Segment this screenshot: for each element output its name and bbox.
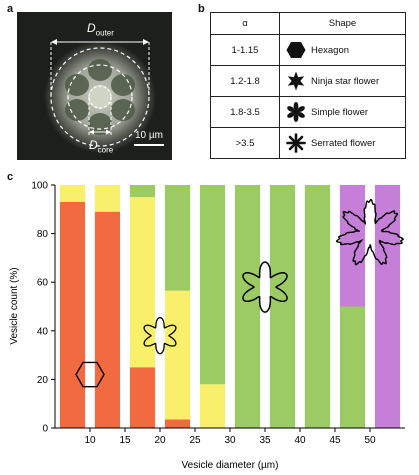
bar-segment-hexagon	[59, 202, 86, 428]
middle-dashed-circle	[67, 64, 133, 130]
y-tick-label: 0	[42, 424, 48, 435]
bar-segment-ninja	[59, 185, 86, 203]
outer-diameter-circle	[50, 47, 150, 147]
header-shape: Shape	[279, 11, 406, 36]
overlay-shapes	[75, 198, 404, 388]
x-tick-label: 10	[84, 435, 96, 446]
chart-axes: 0 20 40 60 80 100 10 15 20 25 30 35 40 45 50	[31, 181, 405, 446]
bar-segment-simple	[339, 306, 366, 428]
ninja-star-flower-icon	[287, 71, 305, 91]
bar-segment-ninja	[129, 197, 156, 368]
table-header-row: α Shape	[210, 11, 406, 36]
bar-segment-hexagon	[94, 211, 121, 428]
y-tick-label: 100	[31, 181, 48, 192]
x-tick-label: 40	[294, 435, 306, 446]
bar-segment-hexagon	[129, 367, 156, 428]
alpha-range: 1.2-1.8	[210, 65, 280, 98]
y-tick-label: 80	[37, 229, 49, 240]
y-tick-label: 40	[37, 326, 49, 337]
panel-label-b: b	[198, 3, 205, 15]
bar-segment-serrated	[374, 185, 401, 428]
header-alpha: α	[210, 11, 280, 36]
scale-bar-label: 10 µm	[135, 130, 163, 141]
y-tick-label: 20	[37, 375, 49, 386]
x-tick-label: 15	[119, 435, 131, 446]
shape-name: Serrated flower	[311, 137, 376, 149]
bar-group	[59, 185, 401, 428]
x-axis-label: Vesicle diameter (µm)	[182, 460, 279, 471]
bar-segment-simple	[234, 185, 261, 428]
outer-diameter-label: Douter	[87, 21, 114, 38]
bar-segment-simple	[199, 185, 226, 385]
table-row: 1.2-1.8 Ninja star flower	[210, 65, 406, 98]
bar-segment-serrated	[339, 185, 366, 307]
alpha-range: 1-1.15	[210, 34, 280, 67]
x-tick-label: 20	[154, 435, 166, 446]
bar-segment-ninja	[164, 290, 191, 420]
shape-name: Hexagon	[311, 44, 350, 56]
x-tick-label: 25	[189, 435, 201, 446]
hexagon-icon	[286, 42, 306, 59]
shape-table: α Shape 1-1.15 Hexagon 1.2-1.8 Ninja sta…	[210, 11, 406, 159]
table-row: >3.5 Serrated flower	[210, 127, 406, 159]
alpha-range: >3.5	[210, 127, 280, 159]
shape-name: Ninja star flower	[311, 75, 380, 87]
table-row: 1.8-3.5 Simple flower	[210, 96, 406, 129]
ninja-star-flower-drawing	[143, 317, 177, 355]
bar-segment-simple	[269, 185, 296, 428]
x-tick-label: 45	[329, 435, 341, 446]
vesicle-core	[88, 85, 112, 109]
panel-label-c: c	[7, 171, 14, 183]
bar-segment-ninja	[199, 384, 226, 428]
bar-segment-hexagon	[164, 419, 191, 428]
panel-label-a: a	[7, 3, 14, 15]
alpha-range: 1.8-3.5	[210, 96, 280, 129]
x-tick-label: 50	[364, 435, 376, 446]
vesicle-micrograph: Douter Dcore 10 µm	[17, 12, 172, 160]
serrated-flower-drawing	[335, 198, 404, 266]
hexagon-shape-drawing	[75, 361, 105, 388]
shape-name: Simple flower	[311, 106, 369, 118]
simple-flower-drawing	[242, 261, 288, 313]
core-diameter-label: Dcore	[89, 138, 114, 155]
x-tick-label: 35	[259, 435, 271, 446]
x-tick-label: 30	[224, 435, 236, 446]
bar-segment-simple	[129, 185, 156, 198]
serrated-flower-icon	[286, 133, 306, 153]
vesicle-shape-bar-chart: 0 20 40 60 80 100 10 15 20 25 30 35 40 45 50 Vesicle c…	[9, 181, 405, 471]
y-axis-label: Vesicle count (%)	[9, 267, 20, 344]
bar-segment-simple	[304, 185, 331, 428]
simple-flower-icon	[287, 102, 305, 123]
y-tick-label: 60	[37, 278, 49, 289]
bar-segment-ninja	[94, 185, 121, 212]
bar-segment-simple	[164, 185, 191, 291]
table-row: 1-1.15 Hexagon	[210, 34, 406, 67]
